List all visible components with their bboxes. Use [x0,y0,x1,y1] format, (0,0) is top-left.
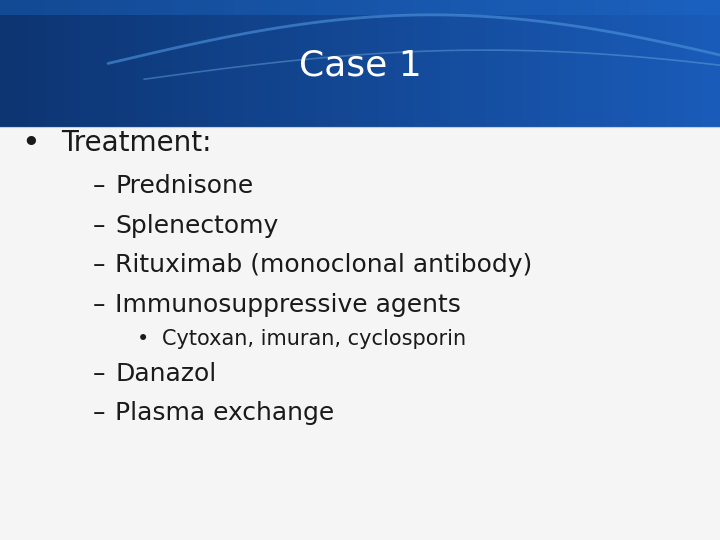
Bar [369,0,379,127]
Bar [153,0,163,127]
Bar [441,0,451,127]
Bar [207,0,217,127]
Bar [477,0,487,127]
Bar [387,0,397,127]
Bar [0,0,11,127]
Bar [27,0,37,127]
Text: Prednisone: Prednisone [115,174,253,198]
Bar [432,0,442,127]
Text: –: – [93,214,106,238]
Bar [333,0,343,127]
Bar [702,0,712,127]
Bar [198,0,209,127]
Bar [270,0,281,127]
Bar [54,0,65,127]
Bar [279,0,289,127]
Bar [468,0,478,127]
Text: •: • [21,127,40,159]
Bar [657,0,667,127]
Text: –: – [93,293,106,316]
Bar [261,0,271,127]
Bar [315,0,325,127]
Bar [297,0,307,127]
Bar [81,0,91,127]
Bar [684,0,694,127]
Bar [243,0,253,127]
Text: –: – [93,174,106,198]
Bar [414,0,424,127]
Text: Cytoxan, imuran, cyclosporin: Cytoxan, imuran, cyclosporin [162,329,466,349]
Bar [72,0,82,127]
Bar [144,0,154,127]
Bar [666,0,677,127]
Text: –: – [93,362,106,386]
Bar [513,0,523,127]
Bar [495,0,505,127]
Bar [171,0,181,127]
Bar [630,0,641,127]
Bar [0,0,720,15]
Text: •: • [136,329,149,349]
Bar [558,0,569,127]
Bar [540,0,550,127]
Text: Treatment:: Treatment: [61,129,212,157]
Bar [378,0,389,127]
Bar [549,0,559,127]
Text: Case 1: Case 1 [299,49,421,83]
Bar [135,0,145,127]
Bar [0,127,720,540]
Bar [234,0,245,127]
Bar [459,0,469,127]
Bar [603,0,613,127]
Bar [567,0,577,127]
Bar [585,0,595,127]
Bar [531,0,541,127]
Bar [612,0,622,127]
Bar [486,0,497,127]
Bar [306,0,317,127]
Bar [126,0,137,127]
Text: Plasma exchange: Plasma exchange [115,401,335,425]
Bar [216,0,226,127]
Bar [36,0,46,127]
Bar [405,0,415,127]
Text: Danazol: Danazol [115,362,217,386]
Bar [648,0,658,127]
Bar [621,0,631,127]
Text: Rituximab (monoclonal antibody): Rituximab (monoclonal antibody) [115,253,533,277]
Bar [711,0,720,127]
Text: –: – [93,253,106,277]
Bar [108,0,119,127]
Bar [162,0,173,127]
Bar [693,0,703,127]
Bar [675,0,685,127]
Text: Immunosuppressive agents: Immunosuppressive agents [115,293,461,316]
Bar [342,0,353,127]
Bar [252,0,262,127]
Bar [90,0,101,127]
Bar [63,0,73,127]
Text: –: – [93,401,106,425]
Bar [576,0,586,127]
Bar [99,0,109,127]
Text: Splenectomy: Splenectomy [115,214,279,238]
Bar [450,0,461,127]
Bar [423,0,433,127]
Bar [9,0,19,127]
Bar [18,0,29,127]
Bar [117,0,127,127]
Bar [639,0,649,127]
Bar [288,0,299,127]
Bar [180,0,190,127]
Bar [360,0,370,127]
Bar [396,0,407,127]
Bar [504,0,514,127]
Bar [351,0,361,127]
Bar [594,0,604,127]
Bar [189,0,199,127]
Bar [45,0,55,127]
Bar [522,0,532,127]
Bar [225,0,235,127]
Bar [324,0,334,127]
